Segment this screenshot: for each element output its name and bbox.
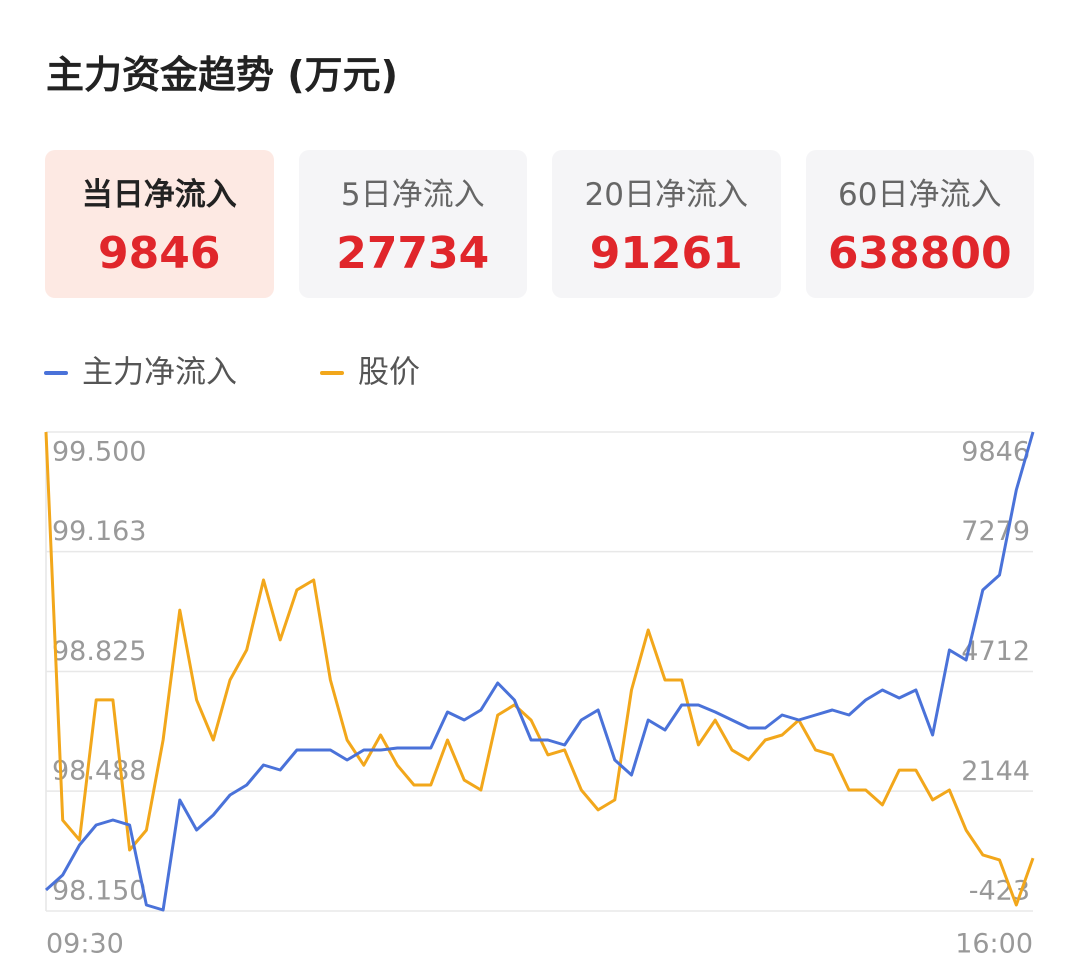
legend-label: 股价	[358, 355, 420, 391]
y2-tick-label: 4712	[961, 636, 1030, 667]
card-value: 9846	[98, 228, 221, 279]
y-tick-label: 99.163	[52, 516, 146, 547]
card-value: 91261	[589, 228, 743, 279]
card[interactable]: 5日净流入 27734	[298, 150, 527, 298]
y-tick-label: 98.150	[52, 876, 146, 907]
y-tick-label: 99.500	[52, 437, 146, 468]
card[interactable]: 当日净流入 9846	[45, 150, 274, 298]
card[interactable]: 60日净流入 638800	[805, 150, 1034, 298]
line-series	[44, 431, 1035, 912]
card-label: 当日净流入	[81, 177, 237, 213]
x-tick-label: 16:00	[955, 929, 1033, 960]
y2-tick-label: 2144	[961, 756, 1030, 787]
card-label: 60日净流入	[838, 177, 1002, 213]
card[interactable]: 20日净流入 91261	[552, 150, 781, 298]
line-series	[44, 431, 1035, 907]
chart: 主力净流入 股价98.15098.48898.82599.16399.500-42…	[44, 355, 1035, 960]
y-tick-label: 98.825	[52, 636, 146, 667]
y2-tick-label: 7279	[961, 516, 1030, 547]
cards: 当日净流入 9846 5日净流入 27734 20日净流入 91261 60日净流入 6…	[45, 150, 1034, 298]
x-tick-label: 09:30	[46, 929, 124, 960]
card-value: 27734	[336, 228, 490, 279]
card-label: 5日净流入	[340, 177, 485, 213]
legend-label: 主力净流入	[82, 355, 237, 391]
y2-tick-label: 9846	[961, 437, 1030, 468]
card-value: 638800	[827, 228, 1012, 279]
title: 主力资金趋势 (万元)	[46, 53, 398, 97]
card-label: 20日净流入	[584, 177, 748, 213]
y-tick-label: 98.488	[52, 756, 146, 787]
